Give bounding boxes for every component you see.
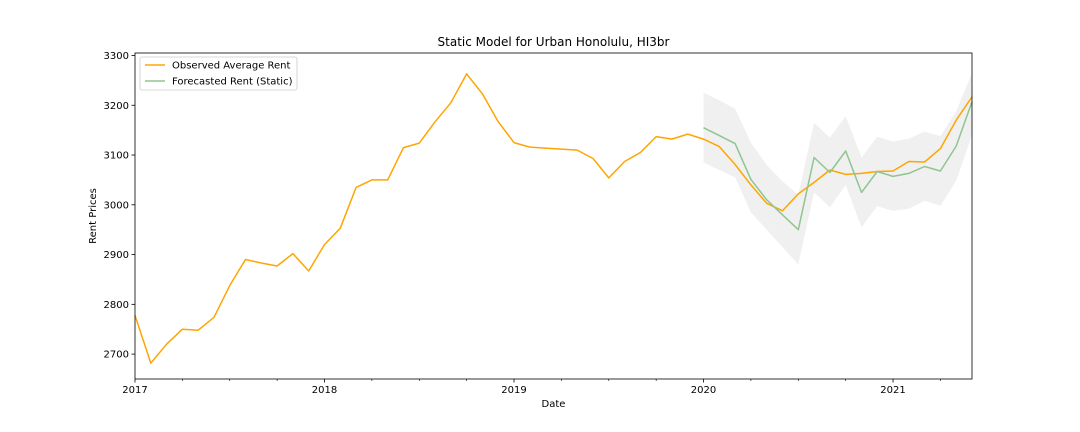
legend-box: [139, 56, 298, 91]
x-tick-label: 2020: [691, 385, 716, 396]
x-tick-label: 2021: [880, 385, 905, 396]
y-tick-label: 3200: [104, 101, 129, 112]
y-tick-label: 3100: [104, 151, 129, 162]
observed-rent-line: [134, 73, 973, 364]
plot-area: 2700 2800 2900 3000 3100 3200 3300 2017 2018 2019…: [104, 51, 973, 396]
x-tick-label: 2018: [312, 385, 337, 396]
y-tick-label: 2700: [104, 350, 129, 361]
x-tick-label: 2017: [122, 385, 147, 396]
confidence-band: [703, 72, 972, 265]
chart-title: Static Model for Urban Honolulu, HI3br: [438, 35, 670, 49]
y-axis-title: Rent Prices: [88, 188, 99, 244]
legend-label: Observed Average Rent: [172, 61, 291, 72]
y-tick-label: 3300: [104, 51, 129, 62]
forecast-rent-line: [703, 101, 973, 231]
x-axis-title: Date: [542, 399, 566, 410]
legend: Observed Average Rent Forecasted Rent (St…: [139, 56, 298, 91]
x-tick-label: 2019: [501, 385, 526, 396]
plot-frame: [134, 52, 973, 380]
y-tick-label: 2900: [104, 250, 129, 261]
y-tick-label: 3000: [104, 200, 129, 211]
y-tick-label: 2800: [104, 300, 129, 311]
legend-label: Forecasted Rent (Static): [172, 77, 293, 88]
